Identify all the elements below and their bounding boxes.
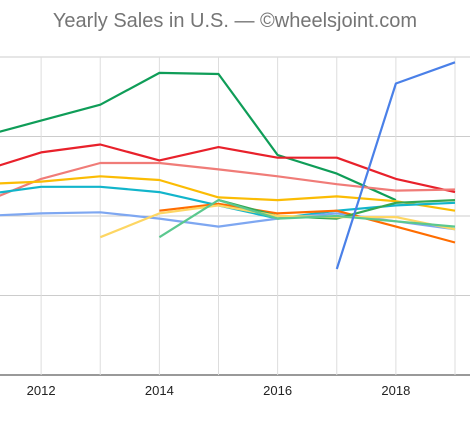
- series-layer: [0, 61, 456, 270]
- x-axis-ticks: 2012 2014 2016 2018: [27, 383, 411, 398]
- series-line-10: [335, 61, 456, 270]
- x-tick-label: 2014: [145, 383, 174, 398]
- grid: [0, 56, 470, 376]
- series-line-2: [0, 161, 456, 197]
- series-line-1: [0, 143, 456, 194]
- series-line-9: [158, 199, 456, 239]
- series-line-3: [0, 175, 456, 212]
- series-line-8: [99, 204, 456, 239]
- chart-title: Yearly Sales in U.S. — ©wheelsjoint.com: [52, 10, 418, 32]
- series-line-0: [0, 71, 397, 202]
- x-tick-label: 2012: [27, 383, 56, 398]
- series-line-6: [159, 202, 456, 244]
- x-tick-label: 2018: [381, 383, 410, 398]
- x-tick-label: 2016: [263, 383, 292, 398]
- series-line-7: [218, 199, 456, 220]
